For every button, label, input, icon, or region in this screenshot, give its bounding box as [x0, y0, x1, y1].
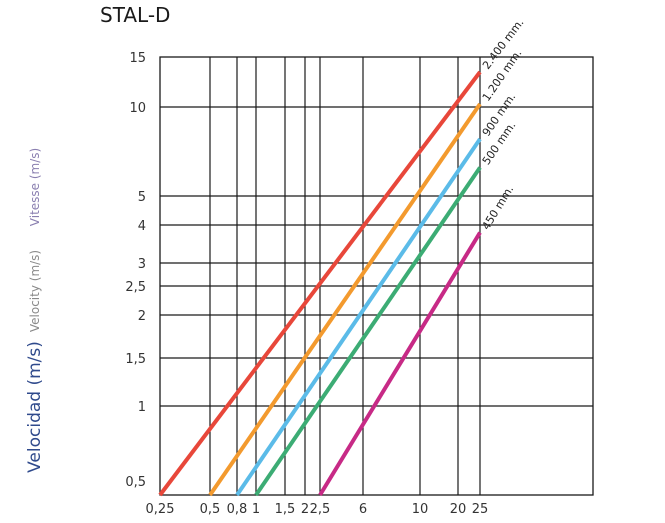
- y-tick-labels: 15 10 5 4 3 2,5 2 1,5 1 0,5: [125, 51, 146, 490]
- y-tick-label: 10: [129, 101, 146, 116]
- x-tick-label: 0,8: [227, 502, 248, 517]
- x-tick-label: 2: [301, 502, 309, 517]
- y-axis-label-en: Velocity (m/s): [28, 250, 42, 332]
- x-tick-label: 1: [252, 502, 260, 517]
- series-lines: [158, 70, 482, 497]
- y-tick-label: 2: [138, 309, 146, 324]
- y-axis-label-fr: Vitesse (m/s): [28, 148, 42, 226]
- y-tick-label: 3: [138, 257, 146, 272]
- x-tick-label: 0,5: [200, 502, 221, 517]
- y-axis-labels: Vitesse (m/s) Velocity (m/s) Velocidad (…: [25, 148, 45, 473]
- plot-frame: [159, 56, 594, 496]
- series-line: [158, 70, 482, 497]
- series-line: [235, 137, 482, 497]
- x-tick-labels: 0,25 0,5 0,8 1 1,5 2 2,5 6 10 20 25: [146, 502, 489, 517]
- series-line: [318, 231, 482, 497]
- x-tick-label: 25: [472, 502, 489, 517]
- series-labels: 2.400 mm.1.200 mm.900 mm.500 mm.450 mm.: [479, 16, 526, 232]
- y-tick-label: 1,5: [125, 352, 146, 367]
- chart-title: STAL-D: [100, 3, 170, 27]
- y-tick-label: 5: [138, 190, 146, 205]
- y-tick-label: 4: [138, 219, 146, 234]
- y-tick-label: 0,5: [125, 475, 146, 490]
- y-tick-label: 15: [129, 51, 146, 66]
- series-line: [208, 102, 482, 497]
- y-axis-label-es: Velocidad (m/s): [25, 341, 45, 473]
- grid: [160, 57, 593, 495]
- y-tick-label: 2,5: [125, 280, 146, 295]
- x-tick-label: 10: [412, 502, 429, 517]
- x-tick-label: 1,5: [275, 502, 296, 517]
- x-tick-label: 2,5: [310, 502, 331, 517]
- x-tick-label: 6: [359, 502, 367, 517]
- x-tick-label: 20: [450, 502, 467, 517]
- x-tick-label: 0,25: [146, 502, 175, 517]
- y-tick-label: 1: [138, 400, 146, 415]
- series-line: [254, 166, 482, 497]
